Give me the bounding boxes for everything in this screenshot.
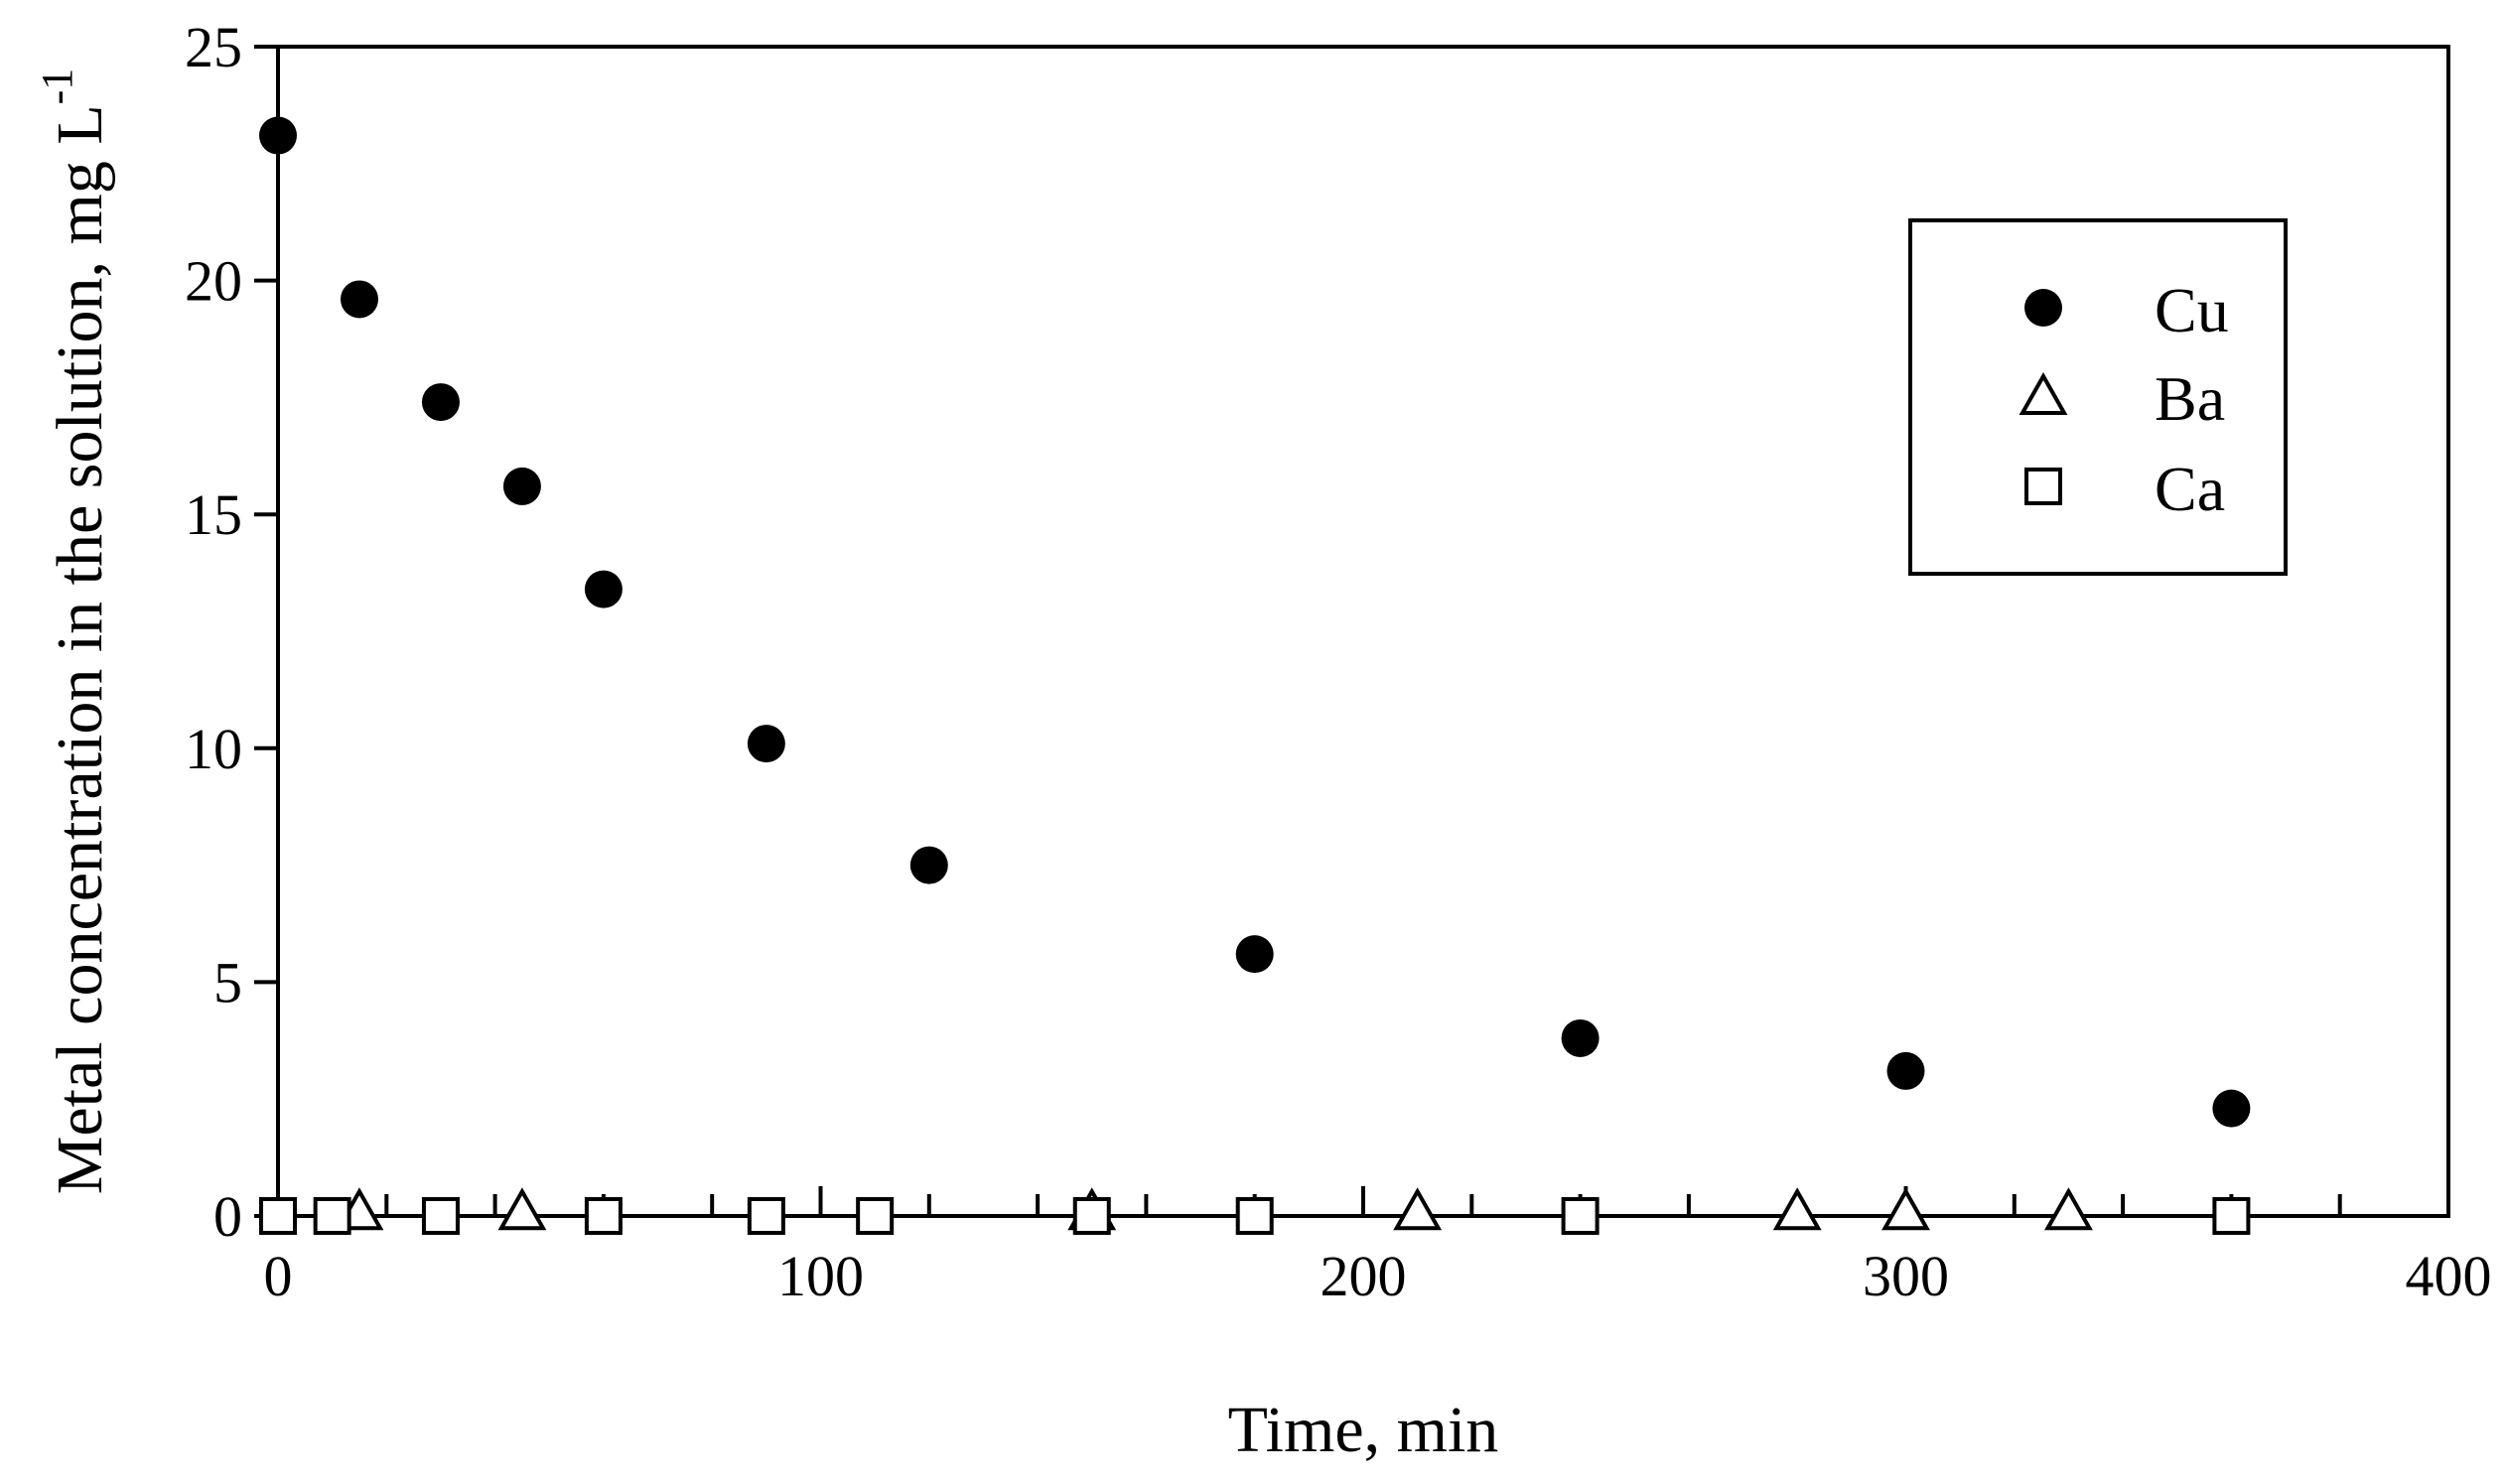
y-tick-label: 10 [185, 717, 242, 781]
data-point-cu [909, 846, 948, 884]
data-point-ba [1772, 1187, 1822, 1231]
x-tick-label: 300 [1863, 1244, 1949, 1308]
y-tick-label: 5 [213, 950, 242, 1014]
legend-label-ca: Ca [2155, 454, 2225, 524]
data-point-ca [584, 1197, 623, 1235]
data-point-ca [856, 1197, 895, 1235]
legend: Cu Ba Ca [1908, 218, 2288, 576]
data-point-ba [1393, 1187, 1443, 1231]
y-axis-ticks: 0 5 10 15 20 25 [185, 15, 278, 1249]
y-axis-title: Metal concentration in the solution, mg … [33, 68, 116, 1195]
legend-marker-ca [2024, 468, 2062, 505]
data-point-cu [421, 383, 460, 422]
data-point-ca [2212, 1197, 2251, 1235]
data-point-cu [747, 725, 785, 763]
legend-marker-ba [2019, 371, 2068, 415]
legend-entries: Cu Ba Ca [2019, 275, 2229, 524]
y-axis-title-main: Metal concentration in the solution, mg … [44, 104, 116, 1194]
data-point-cu [1561, 1018, 1600, 1057]
legend-label-ba: Ba [2155, 363, 2225, 434]
data-point-ba [1881, 1187, 1930, 1231]
data-point-ca [1235, 1197, 1274, 1235]
data-point-ca [747, 1197, 785, 1235]
x-tick-label: 0 [264, 1244, 293, 1308]
data-point-ba [2044, 1187, 2093, 1231]
data-point-ca [259, 1197, 297, 1235]
data-point-ca [1561, 1197, 1600, 1235]
data-point-cu [259, 116, 297, 155]
data-point-cu [340, 280, 378, 319]
y-tick-label: 0 [213, 1184, 242, 1249]
x-axis-title: Time, min [1228, 1394, 1499, 1466]
legend-box [1908, 218, 2288, 576]
y-tick-label: 25 [185, 15, 242, 79]
data-point-ca [313, 1197, 351, 1235]
x-tick-label: 400 [2406, 1244, 2492, 1308]
data-point-cu [502, 467, 541, 505]
x-tick-label: 200 [1321, 1244, 1407, 1308]
data-point-cu [2212, 1089, 2251, 1128]
y-tick-label: 20 [185, 249, 242, 314]
data-point-cu [1886, 1051, 1925, 1090]
data-point-ca [1072, 1197, 1111, 1235]
legend-label-cu: Cu [2155, 275, 2229, 345]
data-point-cu [1235, 935, 1274, 974]
y-tick-label: 15 [185, 482, 242, 547]
data-point-ba [497, 1187, 547, 1231]
y-axis-title-exponent: -1 [33, 68, 81, 105]
data-point-ca [421, 1197, 460, 1235]
data-point-cu [584, 570, 623, 608]
legend-marker-cu [2024, 289, 2062, 327]
x-tick-label: 100 [777, 1244, 864, 1308]
data-marks [259, 116, 2251, 1235]
